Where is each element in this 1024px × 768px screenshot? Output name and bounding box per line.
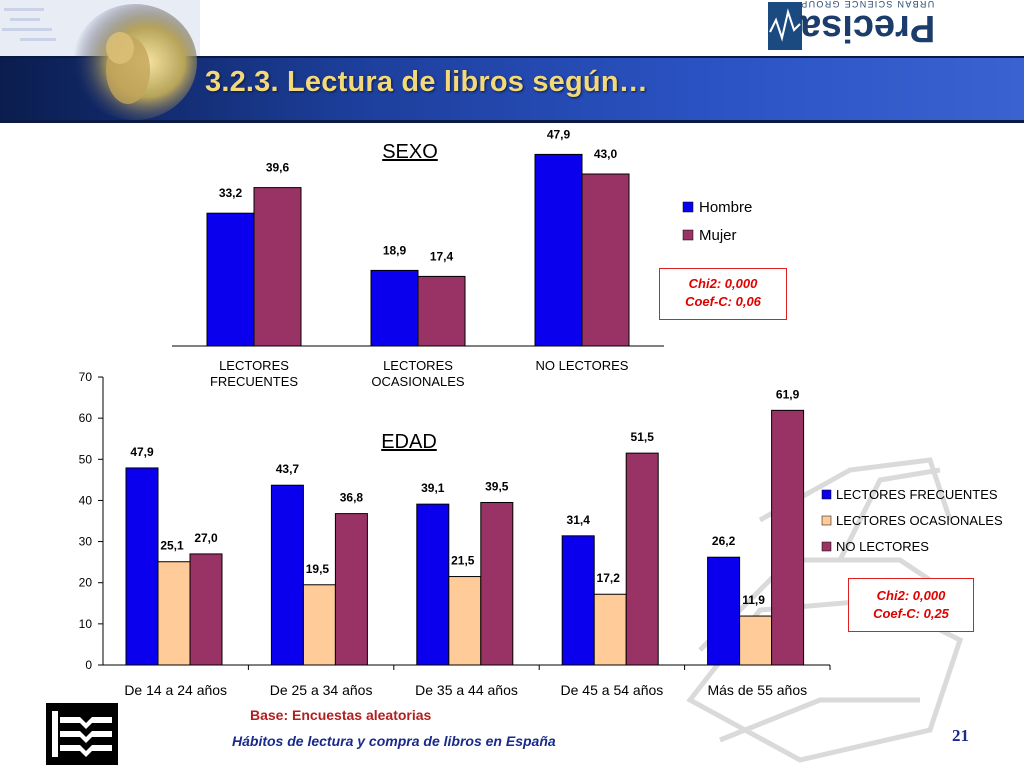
sexo-chart-title: SEXO xyxy=(382,141,438,163)
sexo-value-label: 18,9 xyxy=(383,243,407,257)
sexo-category-label: LECTORES FRECUENTES xyxy=(210,358,298,389)
sexo-legend-label: Hombre xyxy=(699,199,752,216)
sexo-coef: Coef-C: 0,06 xyxy=(685,294,761,309)
edad-value-label: 26,2 xyxy=(712,534,736,548)
edad-legend-swatch xyxy=(821,515,832,526)
edad-value-label: 21,5 xyxy=(451,554,475,568)
edad-value-label: 51,5 xyxy=(631,430,655,444)
edad-bar-frecuentes xyxy=(707,556,741,666)
edad-bar-no-lectores xyxy=(625,452,659,666)
sexo-legend-label: Mujer xyxy=(699,227,737,244)
edad-chart: EDAD 0 10 20 30 40 50 60 70 47,9 25,1 27,0 43,7 19,… xyxy=(79,370,1003,698)
edad-y-tick-label: 30 xyxy=(79,535,93,549)
edad-value-label: 36,8 xyxy=(340,491,364,505)
edad-y-tick-label: 40 xyxy=(79,493,93,507)
page-title: 3.2.3. Lectura de libros según… xyxy=(205,66,648,98)
sexo-bar-mujer xyxy=(581,173,630,347)
edad-bar-frecuentes xyxy=(270,484,304,666)
edad-bar-frecuentes xyxy=(125,467,159,666)
sexo-legend-swatch xyxy=(682,229,694,241)
edad-category-label: Más de 55 años xyxy=(707,682,807,698)
edad-bar-no-lectores xyxy=(480,501,514,666)
sexo-value-label: 33,2 xyxy=(219,186,243,200)
edad-y-tick-label: 60 xyxy=(79,411,93,425)
edad-legend-swatch xyxy=(821,541,832,552)
edad-value-label: 31,4 xyxy=(567,513,591,527)
sexo-bar-hombre xyxy=(206,212,255,347)
edad-value-label: 25,1 xyxy=(160,539,184,553)
sexo-chi2: Chi2: 0,000 xyxy=(688,276,758,291)
edad-bar-ocasionales xyxy=(448,576,482,666)
sexo-bar-mujer xyxy=(253,187,302,347)
edad-value-label: 27,0 xyxy=(194,531,218,545)
edad-bar-ocasionales xyxy=(739,615,773,666)
edad-bar-frecuentes xyxy=(416,503,450,666)
edad-value-label: 19,5 xyxy=(306,562,330,576)
sexo-bar-hombre xyxy=(534,153,583,347)
edad-chi2: Chi2: 0,000 xyxy=(876,588,946,603)
edad-y-tick-label: 20 xyxy=(79,576,93,590)
edad-value-label: 39,1 xyxy=(421,481,445,495)
edad-value-label: 39,5 xyxy=(485,479,509,493)
footer-logo-icon xyxy=(46,703,118,765)
edad-bar-no-lectores xyxy=(334,513,368,666)
edad-bar-ocasionales xyxy=(302,584,336,666)
sexo-category-label: LECTORES OCASIONALES xyxy=(371,358,465,389)
sexo-bar-hombre xyxy=(370,269,419,347)
edad-bar-frecuentes xyxy=(561,535,595,666)
edad-value-label: 17,2 xyxy=(597,571,621,585)
edad-y-tick-label: 0 xyxy=(85,658,92,672)
edad-bar-ocasionales xyxy=(157,561,191,666)
edad-category-label: De 25 a 34 años xyxy=(270,682,373,698)
sexo-bar-mujer xyxy=(417,275,466,347)
edad-legend-label: LECTORES OCASIONALES xyxy=(836,513,1003,528)
edad-y-tick-label: 70 xyxy=(79,370,93,384)
edad-value-label: 43,7 xyxy=(276,462,300,476)
header-decoration xyxy=(0,0,200,120)
edad-legend-label: LECTORES FRECUENTES xyxy=(836,487,998,502)
sexo-category-label: NO LECTORES xyxy=(536,358,629,373)
sexo-value-label: 47,9 xyxy=(547,127,571,141)
edad-category-label: De 14 a 24 años xyxy=(124,682,227,698)
edad-category-label: De 35 a 44 años xyxy=(415,682,518,698)
edad-y-tick-label: 10 xyxy=(79,617,93,631)
edad-category-label: De 45 a 54 años xyxy=(561,682,664,698)
edad-legend-swatch xyxy=(821,489,832,500)
slide-header: 3.2.3. Lectura de libros según… URBAN SC… xyxy=(0,0,1024,123)
edad-coef: Coef-C: 0,25 xyxy=(873,606,949,621)
sexo-stats-box: Chi2: 0,000 Coef-C: 0,06 xyxy=(659,268,787,320)
edad-bar-ocasionales xyxy=(593,593,627,666)
base-note: Base: Encuestas aleatorias xyxy=(250,707,432,723)
sexo-legend-swatch xyxy=(682,201,694,213)
edad-chart-title: EDAD xyxy=(381,431,437,453)
sexo-value-label: 43,0 xyxy=(594,147,618,161)
edad-stats-box: Chi2: 0,000 Coef-C: 0,25 xyxy=(848,578,974,632)
edad-y-tick-label: 50 xyxy=(79,452,93,466)
study-title: Hábitos de lectura y compra de libros en… xyxy=(232,733,556,749)
edad-value-label: 61,9 xyxy=(776,387,800,401)
logo-mark-icon xyxy=(768,2,802,50)
edad-value-label: 47,9 xyxy=(130,445,154,459)
page-number: 21 xyxy=(952,726,969,745)
edad-bar-no-lectores xyxy=(189,553,223,666)
sexo-value-label: 17,4 xyxy=(430,249,454,263)
edad-value-label: 11,9 xyxy=(742,593,765,607)
edad-bar-no-lectores xyxy=(771,409,805,666)
sexo-value-label: 39,6 xyxy=(266,161,290,175)
sexo-chart: SEXO 33,2 39,6 18,9 17,4 47,9 43,0 LECTORES FR… xyxy=(172,127,752,389)
edad-legend-label: NO LECTORES xyxy=(836,539,929,554)
